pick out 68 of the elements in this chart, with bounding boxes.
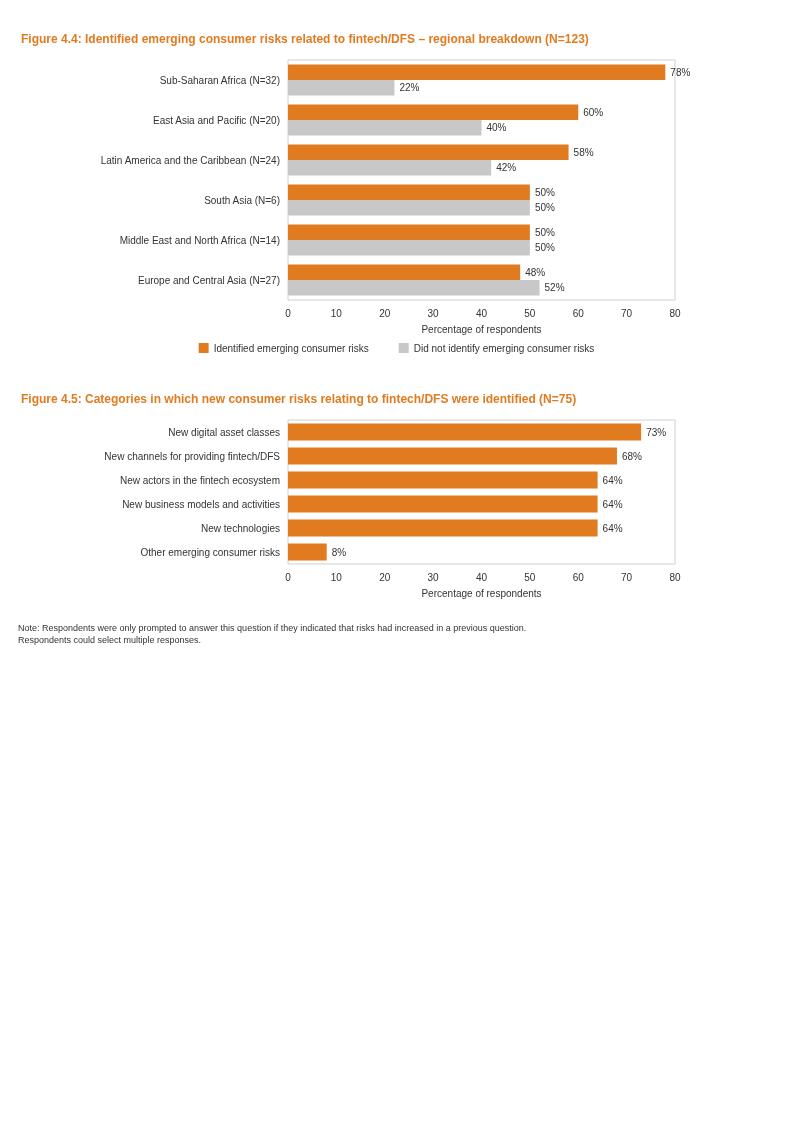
bar: [288, 144, 569, 160]
data-label: 48%: [525, 266, 546, 278]
y-tick-label: New technologies: [201, 522, 280, 534]
x-tick-label: 0: [285, 571, 292, 583]
y-tick-label: Latin America and the Caribbean (N=24): [100, 154, 280, 166]
data-label: 64%: [602, 498, 623, 510]
y-tick-label: New actors in the fintech ecosystem: [119, 474, 280, 486]
x-tick-label: 50: [524, 307, 536, 319]
text: Note: Respondents were only prompted to answer this question if they indicated that risks had increased in a previous question.: [18, 622, 527, 633]
x-tick-label: 20: [379, 571, 391, 583]
data-label: 73%: [646, 426, 667, 438]
x-axis-title: Percentage of respondents: [421, 323, 542, 335]
data-label: 42%: [496, 162, 517, 174]
bar: [288, 519, 598, 537]
bar: [288, 104, 579, 120]
y-tick-label: Europe and Central Asia (N=27): [137, 274, 280, 286]
data-label: 50%: [534, 226, 555, 238]
data-label: 58%: [573, 146, 594, 158]
data-label: 64%: [602, 474, 623, 486]
y-tick-label: New channels for providing fintech/DFS: [104, 450, 281, 462]
data-label: 78%: [670, 66, 691, 78]
x-tick-label: 40: [475, 307, 488, 319]
data-label: 8%: [331, 546, 347, 558]
x-tick-label: 20: [379, 307, 391, 319]
x-tick-label: 70: [621, 307, 633, 319]
bar: [288, 543, 327, 561]
y-tick-label: Other emerging consumer risks: [140, 546, 280, 558]
bar: [288, 184, 530, 200]
data-label: 50%: [534, 202, 555, 214]
y-tick-label: South Asia (N=6): [204, 194, 280, 206]
x-tick-label: 50: [524, 571, 536, 583]
data-label: 50%: [534, 242, 555, 254]
bar: [288, 224, 530, 240]
bar: [288, 423, 642, 441]
data-label: 22%: [399, 82, 420, 94]
data-label: 68%: [621, 450, 643, 462]
x-tick-label: 0: [285, 307, 292, 319]
x-tick-label: 10: [330, 571, 343, 583]
text: Respondents could select multiple responses.: [18, 634, 202, 645]
data-label: 64%: [602, 522, 623, 534]
data-label: 60%: [583, 106, 604, 118]
x-tick-label: 40: [475, 571, 488, 583]
data-label: 40%: [486, 122, 507, 134]
y-tick-label: Sub-Saharan Africa (N=32): [159, 74, 280, 86]
chart-title: Figure 4.4: Identified emerging consumer risks related to fintech/DFS – regional breakdown (N=123): [21, 32, 589, 46]
x-tick-label: 60: [572, 571, 585, 583]
y-tick-label: East Asia and Pacific (N=20): [152, 114, 280, 126]
x-tick-label: 80: [669, 571, 681, 583]
y-tick-label: New digital asset classes: [168, 426, 280, 438]
bar: [288, 264, 521, 280]
y-tick-label: New business models and activities: [122, 498, 280, 510]
bar: [288, 495, 598, 513]
legend-label: Identified emerging consumer risks: [213, 342, 369, 354]
chart-title: Figure 4.5: Categories in which new consumer risks relating to fintech/DFS were identified (N=75): [21, 392, 577, 406]
x-axis-title: Percentage of respondents: [421, 587, 542, 599]
data-label: 50%: [534, 186, 555, 198]
x-tick-label: 30: [427, 571, 440, 583]
bar: [288, 64, 666, 80]
x-tick-label: 30: [427, 307, 440, 319]
y-tick-label: Middle East and North Africa (N=14): [119, 234, 280, 246]
legend-label: Did not identify emerging consumer risks: [413, 342, 595, 354]
data-label: 52%: [544, 282, 565, 294]
x-tick-label: 10: [330, 307, 343, 319]
x-tick-label: 80: [669, 307, 681, 319]
bar: [288, 447, 617, 465]
x-tick-label: 70: [621, 571, 633, 583]
bar: [288, 471, 598, 489]
x-tick-label: 60: [572, 307, 585, 319]
